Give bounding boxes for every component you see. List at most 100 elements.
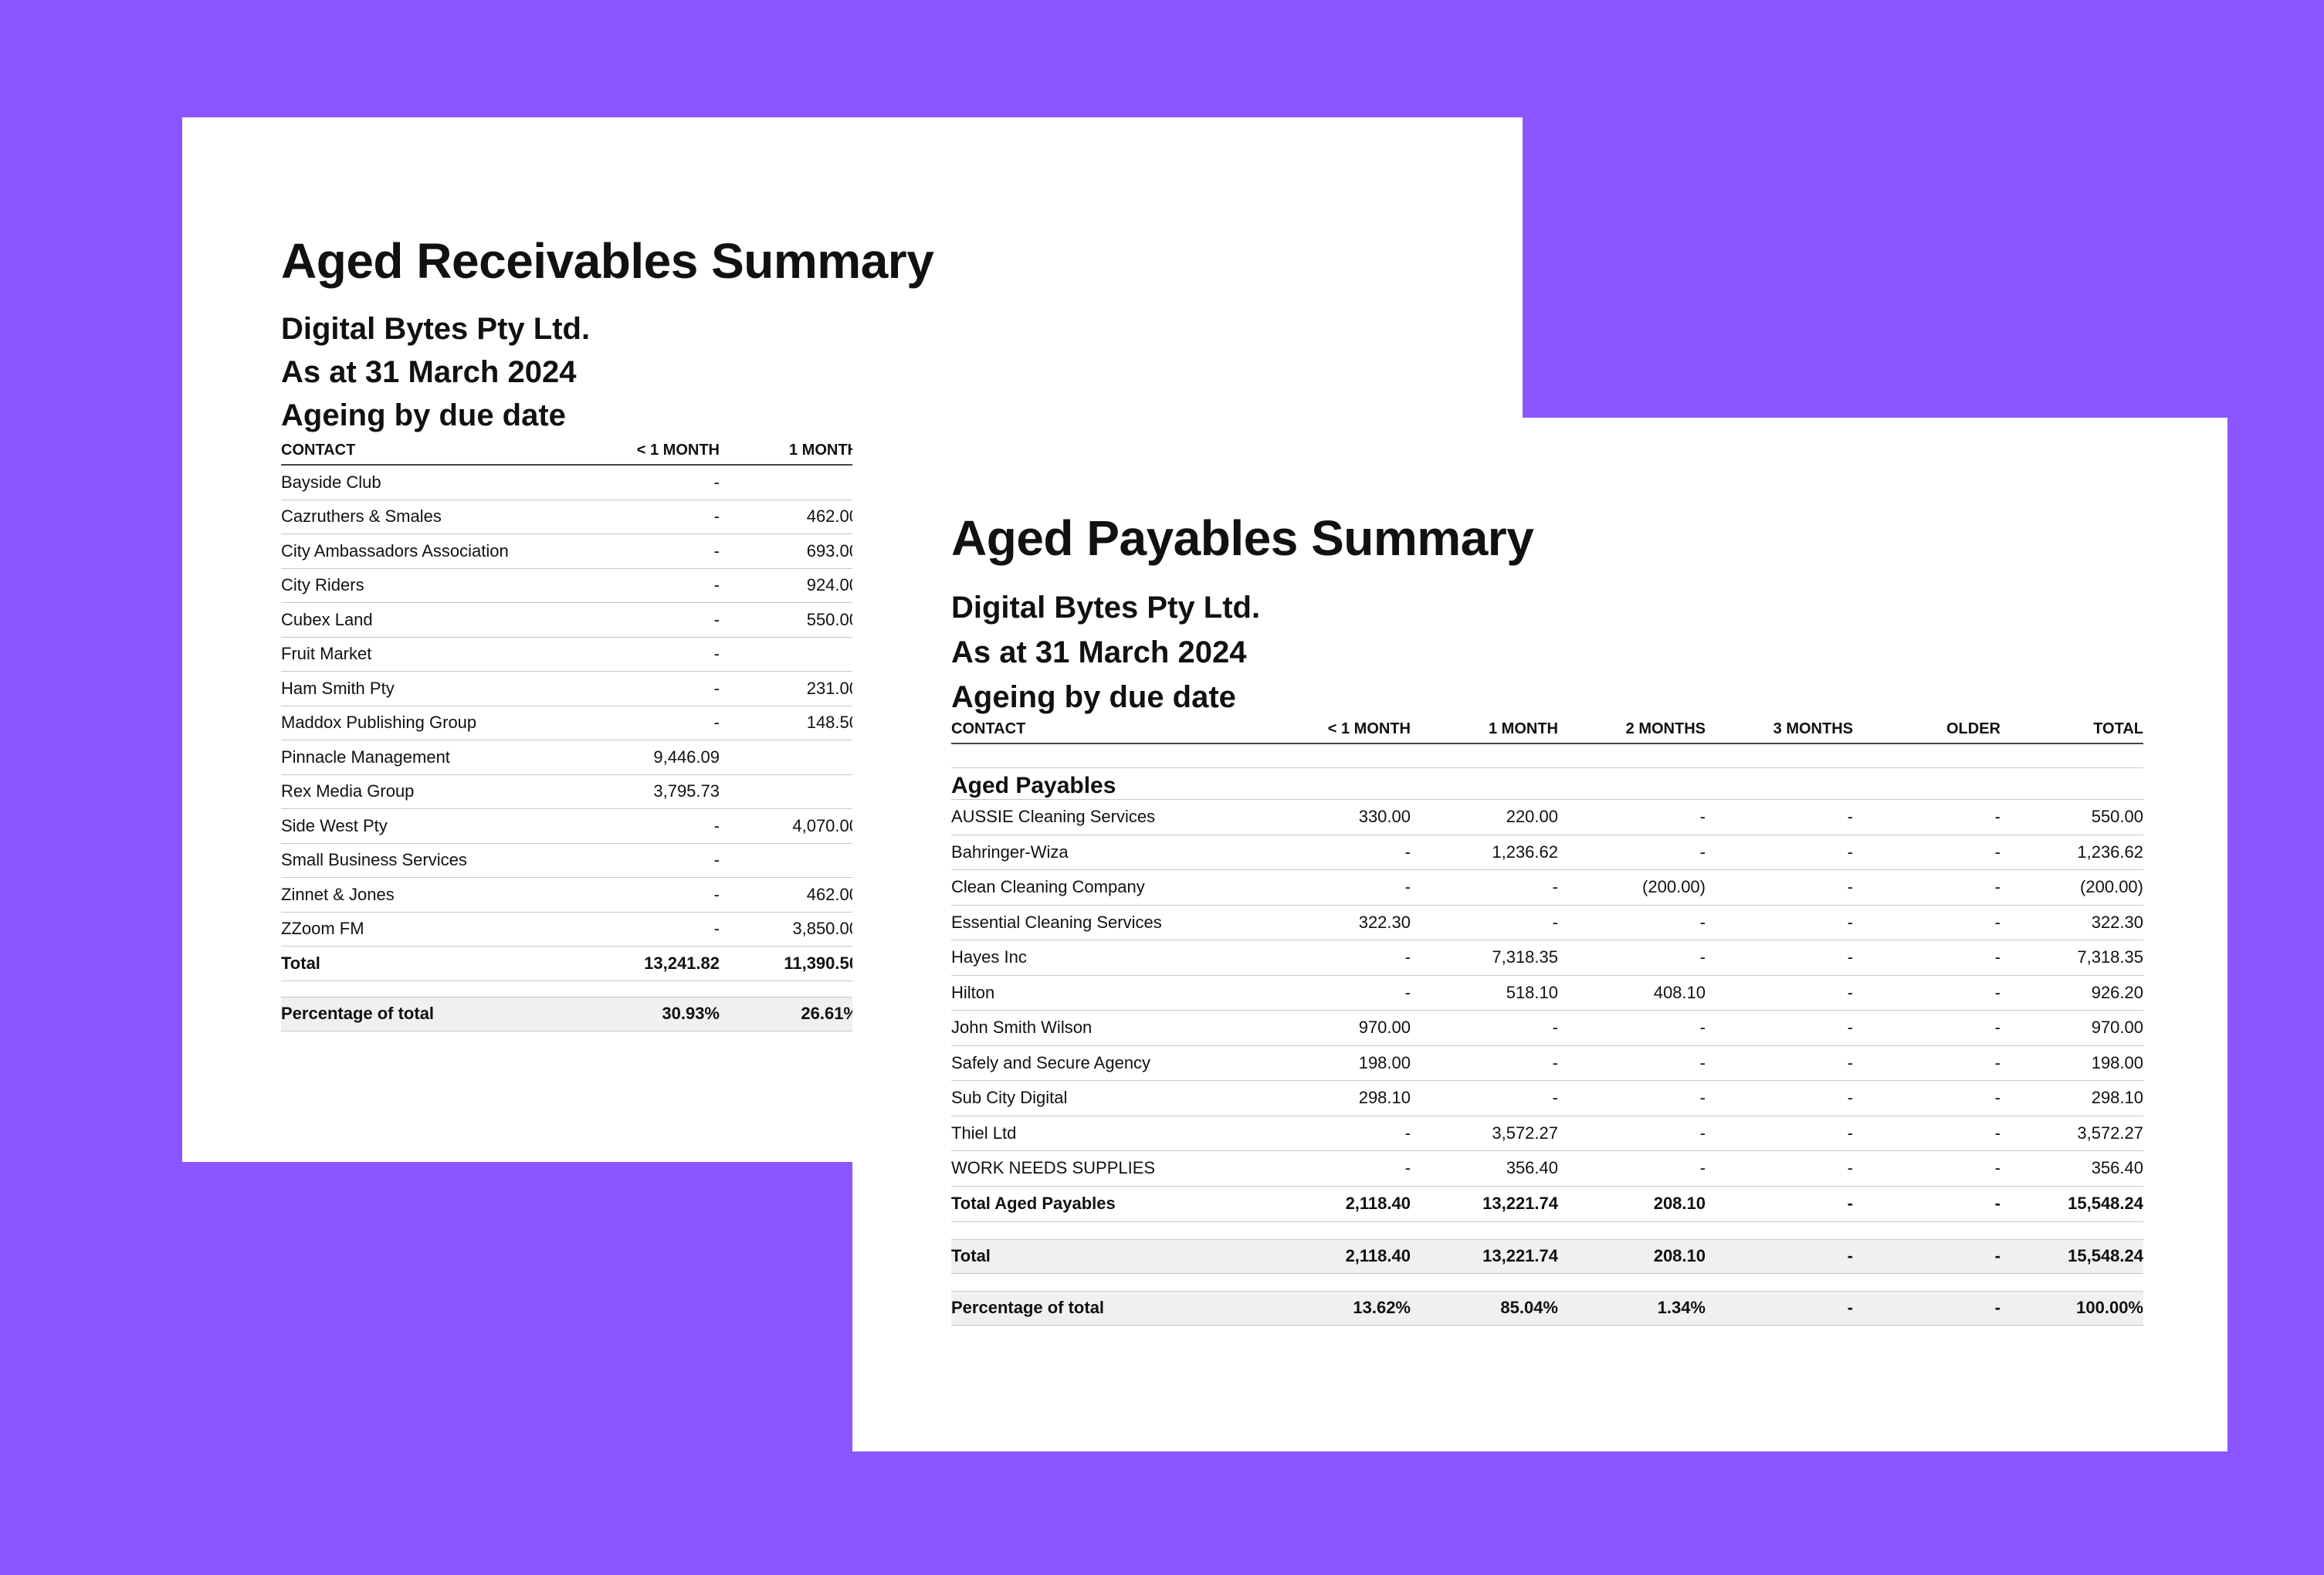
table-row: AUSSIE Cleaning Services 330.00 220.00- - -5…: [951, 799, 2143, 835]
table-row: Hayes Inc -7,318.35- - -7,318.35: [951, 940, 2143, 976]
lt1-month-cell: 198.00: [1256, 1045, 1411, 1081]
column-header-total: TOTAL: [2000, 720, 2143, 744]
percentage-lt1-month: 13.62%: [1256, 1291, 1411, 1326]
total-cell: 926.20: [2000, 975, 2143, 1011]
column-header-older: OLDER: [1853, 720, 2000, 744]
1-month-cell: [720, 465, 859, 500]
1-month-cell: 356.40: [1411, 1150, 1558, 1187]
lt1-month-cell: -: [1256, 835, 1411, 870]
table-row: Small Business Services -: [281, 843, 1035, 878]
lt1-month-cell: -: [621, 671, 720, 706]
older-cell: -: [1853, 1010, 2000, 1046]
2-months-cell: 408.10: [1558, 975, 1706, 1011]
3-months-cell: -: [1706, 975, 1853, 1011]
payables-total-row: Total 2,118.40 13,221.74 208.10 - - 15,5…: [951, 1239, 2143, 1274]
total-lt1-month: 13,241.82: [621, 946, 720, 981]
total-label: Total: [951, 1239, 1256, 1274]
total-1-month: 13,221.74: [1411, 1239, 1558, 1274]
older-cell: -: [1853, 940, 2000, 976]
contact-cell: Cubex Land: [281, 602, 621, 638]
contact-cell: Hayes Inc: [951, 940, 1256, 976]
total-cell: 550.00: [2000, 799, 2143, 835]
column-header-3-months: 3 MONTHS: [1706, 720, 1853, 744]
total-cell: (200.00): [2000, 869, 2143, 906]
percentage-lt1-month: 30.93%: [621, 997, 720, 1031]
section-total-label: Total Aged Payables: [951, 1186, 1256, 1222]
lt1-month-cell: -: [621, 465, 720, 500]
payables-rows: AUSSIE Cleaning Services 330.00 220.00- - -5…: [951, 799, 2143, 1187]
percentage-label: Percentage of total: [951, 1291, 1256, 1326]
3-months-cell: -: [1706, 1045, 1853, 1081]
contact-cell: Hilton: [951, 975, 1256, 1011]
older-cell: -: [1853, 975, 2000, 1011]
1-month-cell: 1,236.62: [1411, 835, 1558, 870]
total-total: 15,548.24: [2000, 1239, 2143, 1274]
1-month-cell: 550.00: [720, 602, 859, 638]
1-month-cell: 462.00: [720, 500, 859, 534]
column-header-lt1-month: < 1 MONTH: [621, 442, 720, 466]
lt1-month-cell: -: [621, 808, 720, 844]
lt1-month-cell: 298.10: [1256, 1080, 1411, 1116]
1-month-cell: 518.10: [1411, 975, 1558, 1011]
total-cell: 3,572.27: [2000, 1116, 2143, 1151]
2-months-cell: -: [1558, 1150, 1706, 1187]
contact-cell: Safely and Secure Agency: [951, 1045, 1256, 1081]
1-month-cell: -: [1411, 1080, 1558, 1116]
receivables-company: Digital Bytes Pty Ltd.: [281, 312, 591, 346]
2-months-cell: -: [1558, 799, 1706, 835]
contact-cell: Rex Media Group: [281, 774, 621, 809]
payables-table: CONTACT < 1 MONTH 1 MONTH 2 MONTHS 3 MON…: [951, 720, 2143, 1326]
1-month-cell: -: [1411, 869, 1558, 906]
total-3-months: -: [1706, 1239, 1853, 1274]
contact-cell: WORK NEEDS SUPPLIES: [951, 1150, 1256, 1187]
contact-cell: Ham Smith Pty: [281, 671, 621, 706]
section-total-row: Total Aged Payables 2,118.40 13,221.74 2…: [951, 1186, 2143, 1222]
contact-cell: Fruit Market: [281, 637, 621, 672]
section-total-1-month: 13,221.74: [1411, 1186, 1558, 1222]
2-months-cell: -: [1558, 905, 1706, 940]
receivables-as-at: As at 31 March 2024: [281, 355, 577, 389]
2-months-cell: (200.00): [1558, 869, 1706, 906]
contact-cell: Essential Cleaning Services: [951, 905, 1256, 940]
lt1-month-cell: -: [1256, 940, 1411, 976]
contact-cell: ZZoom FM: [281, 912, 621, 947]
1-month-cell: 220.00: [1411, 799, 1558, 835]
section-heading: Aged Payables: [951, 767, 2143, 800]
payables-as-at: As at 31 March 2024: [951, 635, 1247, 669]
1-month-cell: 4,070.00: [720, 808, 859, 844]
payables-header-row: CONTACT < 1 MONTH 1 MONTH 2 MONTHS 3 MON…: [951, 720, 2143, 744]
contact-cell: AUSSIE Cleaning Services: [951, 799, 1256, 835]
section-total-2-months: 208.10: [1558, 1186, 1706, 1222]
contact-cell: John Smith Wilson: [951, 1010, 1256, 1046]
older-cell: -: [1853, 1080, 2000, 1116]
lt1-month-cell: -: [621, 602, 720, 638]
lt1-month-cell: -: [621, 533, 720, 569]
lt1-month-cell: 330.00: [1256, 799, 1411, 835]
table-row: Bahringer-Wiza -1,236.62- - -1,236.62: [951, 835, 2143, 870]
total-cell: 198.00: [2000, 1045, 2143, 1081]
3-months-cell: -: [1706, 905, 1853, 940]
lt1-month-cell: -: [621, 912, 720, 947]
3-months-cell: -: [1706, 799, 1853, 835]
column-header-lt1-month: < 1 MONTH: [1256, 720, 1411, 744]
total-2-months: 208.10: [1558, 1239, 1706, 1274]
section-total-3-months: -: [1706, 1186, 1853, 1222]
column-header-1-month: 1 MONTH: [720, 442, 859, 466]
percentage-total: 100.00%: [2000, 1291, 2143, 1326]
receivables-ageing: Ageing by due date: [281, 398, 566, 432]
payables-ageing: Ageing by due date: [951, 680, 1236, 714]
1-month-cell: 3,850.00: [720, 912, 859, 947]
lt1-month-cell: -: [1256, 975, 1411, 1011]
1-month-cell: 7,318.35: [1411, 940, 1558, 976]
column-header-contact: CONTACT: [281, 442, 621, 466]
3-months-cell: -: [1706, 1116, 1853, 1151]
lt1-month-cell: -: [621, 706, 720, 740]
contact-cell: Thiel Ltd: [951, 1116, 1256, 1151]
2-months-cell: -: [1558, 940, 1706, 976]
percentage-1-month: 26.61%: [720, 997, 859, 1031]
contact-cell: Clean Cleaning Company: [951, 869, 1256, 906]
1-month-cell: [720, 637, 859, 672]
1-month-cell: 231.00: [720, 671, 859, 706]
lt1-month-cell: 3,795.73: [621, 774, 720, 809]
contact-cell: Small Business Services: [281, 843, 621, 878]
